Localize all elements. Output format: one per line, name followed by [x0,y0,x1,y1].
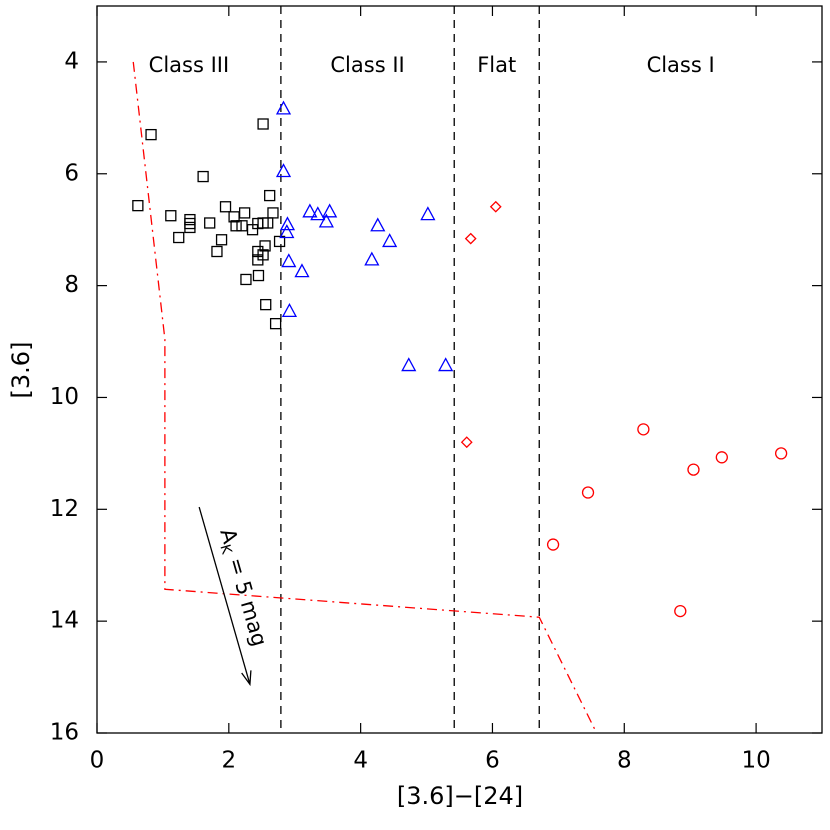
diamond-point [489,200,502,213]
y-tick-label: 6 [64,160,79,186]
square-point [219,201,232,213]
square-point [273,235,286,248]
square-point [240,273,252,286]
triangle-point [294,263,310,278]
triangle-point [279,224,295,239]
square-point [184,221,196,234]
triangle-point [318,213,334,228]
square-point [184,213,196,226]
square-point [260,298,272,311]
circle-point [674,604,687,618]
triangle-point [438,357,454,372]
square-point [264,189,276,202]
triangle-point [310,206,326,221]
square-point [252,254,264,266]
square-point [211,245,223,258]
y-tick-label: 16 [50,720,79,746]
class-label: Class II [330,53,404,77]
square-point [173,231,185,244]
y-tick-label: 10 [50,384,79,410]
square-point [145,128,157,141]
triangle-point [382,233,398,248]
y-tick-label: 4 [64,48,79,74]
square-point [204,217,216,229]
plot-frame [96,5,823,734]
square-point [257,118,269,130]
arrow-label: AK = 5 mag [212,526,271,650]
arrow-label-rest: = 5 mag [222,549,272,649]
square-point [165,210,177,222]
triangle-point [322,203,338,218]
circle-point [581,486,595,499]
circle-point [774,447,788,460]
square-point [215,234,228,246]
class-label: Class III [149,53,230,77]
square-point [238,207,251,219]
triangle-point [401,357,417,372]
circle-point [546,538,560,551]
y-tick-label: 14 [50,608,79,634]
triangle-point [281,253,297,268]
triangle-point [279,216,296,231]
x-tick-label: 0 [90,748,105,774]
square-point [184,217,196,230]
y-tick-label: 8 [64,272,79,298]
diamond-point [460,436,473,449]
x-tick-label: 2 [221,748,236,774]
square-point [269,317,282,330]
triangle-point [302,203,318,218]
square-point [267,207,279,219]
square-point [132,199,144,212]
square-point [197,170,209,183]
x-axis-label: [3.6]−[24] [397,782,523,810]
y-tick-label: 12 [50,496,79,522]
arrow [198,506,251,685]
triangle-point [281,302,298,317]
class-label: Class I [647,53,715,77]
triangle-point [275,100,292,115]
boundary-line [132,61,598,734]
square-point [230,220,242,232]
triangle-point [370,217,386,232]
y-axis-label: [3.6] [7,342,35,399]
circle-point [687,463,700,476]
triangle-point [275,163,292,178]
x-tick-label: 6 [485,748,500,774]
diamond-point [464,232,477,245]
square-point [259,240,271,252]
arrow-head [241,670,252,687]
class-label: Flat [477,53,516,77]
x-tick-label: 10 [741,748,770,774]
triangle-point [364,251,380,266]
x-tick-label: 4 [353,748,368,774]
circle-point [715,451,728,464]
square-point [252,269,265,282]
circle-point [637,423,650,436]
triangle-point [420,206,436,221]
x-tick-label: 8 [617,748,632,774]
